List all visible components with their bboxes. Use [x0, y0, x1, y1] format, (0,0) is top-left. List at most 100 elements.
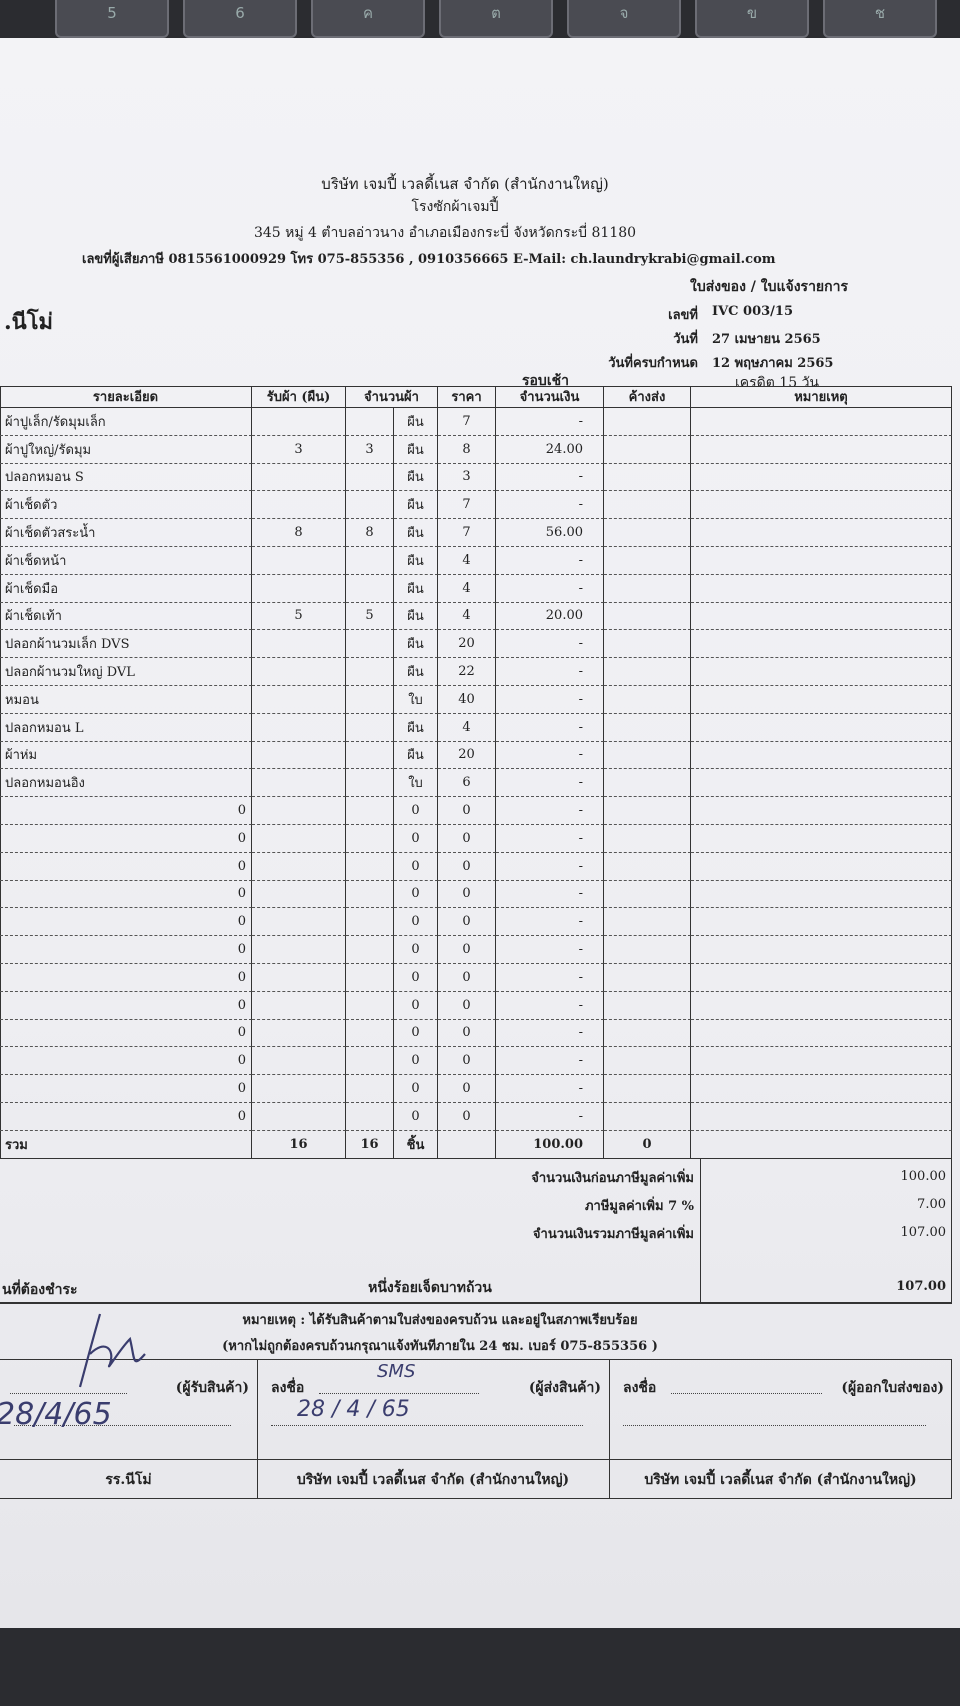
table-cell: 0 — [394, 880, 438, 909]
table-cell: 0 — [0, 880, 252, 909]
table-cell: 0 — [438, 908, 496, 937]
sign-org: บริษัท เจมปี้ เวลดี้เนส จำกัด (สำนักงานใ… — [296, 1471, 570, 1488]
meta-label: เลขที่ — [668, 308, 698, 323]
dotted-line — [623, 1424, 926, 1426]
table-cell: 0 — [438, 991, 496, 1020]
table-cell: 0 — [438, 797, 496, 825]
table-cell: 40 — [438, 686, 496, 714]
table-cell — [252, 797, 346, 825]
table-cell — [252, 491, 346, 520]
table-cell: ผืน — [394, 547, 438, 575]
table-cell: 20.00 — [496, 602, 604, 631]
table-cell: 20 — [438, 630, 496, 659]
table-cell: 0 — [394, 964, 438, 992]
total-cell: ชิ้น — [394, 1130, 438, 1159]
table-cell — [346, 797, 394, 825]
table-cell: 0 — [438, 880, 496, 909]
table-cell: 3 — [252, 435, 346, 464]
dotted-line — [10, 1392, 127, 1394]
table-cell: ผ้าห่ม — [0, 741, 252, 770]
table-cell: 4 — [438, 574, 496, 603]
table-cell — [252, 880, 346, 909]
table-cell: ผ้าเช็ดตัวสระน้ำ — [0, 519, 252, 547]
table-cell: 0 — [438, 964, 496, 992]
summary-divider — [700, 1158, 701, 1302]
table-cell: ปลอกหมอน S — [0, 463, 252, 492]
table-cell — [252, 630, 346, 659]
table-cell — [691, 769, 952, 798]
table-cell: 7 — [438, 519, 496, 547]
keyboard-key: 5 — [55, 0, 169, 38]
total-cell: รวม — [0, 1130, 252, 1159]
table-cell — [252, 936, 346, 964]
table-cell: ผืน — [394, 741, 438, 770]
signature-divider — [257, 1358, 258, 1499]
table-cell — [604, 964, 691, 992]
sign-role: (ผู้ออกใบส่งของ) — [841, 1379, 944, 1396]
table-cell — [604, 547, 691, 575]
table-cell: ผืน — [394, 602, 438, 631]
table-cell: 0 — [0, 1103, 252, 1131]
table-cell: 22 — [438, 658, 496, 686]
note: หมายเหตุ : ได้รับสินค้าตามใบส่งของครบถ้ว… — [242, 1312, 638, 1328]
table-cell — [691, 908, 952, 937]
table-cell — [346, 880, 394, 909]
table-cell — [691, 602, 952, 631]
payable-value: 107.00 — [896, 1278, 946, 1294]
table-cell: ผืน — [394, 658, 438, 686]
column-header: จำนวนผ้า — [346, 386, 438, 408]
table-cell: 0 — [0, 908, 252, 937]
total-cell: 100.00 — [496, 1130, 604, 1159]
table-cell — [252, 408, 346, 436]
document-type: ใบส่งของ / ใบแจ้งรายการ — [689, 279, 848, 295]
table-cell: ผ้าเช็ดตัว — [0, 491, 252, 520]
table-cell: - — [496, 574, 604, 603]
table-cell: ผ้าเช็ดเท้า — [0, 602, 252, 631]
table-cell: 0 — [0, 991, 252, 1020]
table-cell: 7 — [438, 491, 496, 520]
table-cell — [252, 908, 346, 937]
company-name: บริษัท เจมปี้ เวลดี้เนส จำกัด (สำนักงานใ… — [321, 175, 609, 193]
table-cell: - — [496, 547, 604, 575]
table-cell — [604, 1075, 691, 1103]
table-cell — [604, 686, 691, 714]
table-cell — [604, 519, 691, 547]
sign-role: (ผู้รับสินค้า) — [175, 1379, 249, 1396]
table-cell: 0 — [394, 1019, 438, 1048]
table-cell — [346, 630, 394, 659]
table-cell — [346, 408, 394, 436]
table-cell — [346, 547, 394, 575]
table-cell — [691, 686, 952, 714]
table-cell — [252, 658, 346, 686]
summary-value: 107.00 — [900, 1224, 947, 1240]
table-cell — [691, 825, 952, 853]
table-cell: 4 — [438, 602, 496, 631]
total-cell: 16 — [252, 1130, 346, 1159]
shift: รอบเช้า — [522, 373, 569, 389]
table-cell: - — [496, 1103, 604, 1131]
table-cell: 4 — [438, 713, 496, 742]
table-cell: 0 — [0, 936, 252, 964]
table-cell: ผืน — [394, 519, 438, 547]
credit: เครดิต 15 วัน — [735, 375, 819, 391]
table-cell: 0 — [394, 852, 438, 881]
table-cell: 24.00 — [496, 435, 604, 464]
table-cell: ผืน — [394, 574, 438, 603]
table-cell — [604, 602, 691, 631]
table-cell — [691, 1047, 952, 1076]
table-cell — [346, 574, 394, 603]
table-cell — [346, 991, 394, 1020]
sign-label: ลงชื่อ — [271, 1379, 305, 1396]
sign-label: ลงชื่อ — [623, 1379, 657, 1396]
table-cell: 3 — [438, 463, 496, 492]
table-cell — [252, 769, 346, 798]
table-cell: - — [496, 825, 604, 853]
table-cell: ผืน — [394, 435, 438, 464]
table-cell — [604, 908, 691, 937]
contact: เลขที่ผู้เสียภาษี 0815561000929 โทร 075-… — [82, 252, 776, 267]
table-cell — [604, 408, 691, 436]
table-cell — [604, 658, 691, 686]
table-cell: ผ้าเช็ดมือ — [0, 574, 252, 603]
table-cell: - — [496, 491, 604, 520]
table-cell — [604, 491, 691, 520]
